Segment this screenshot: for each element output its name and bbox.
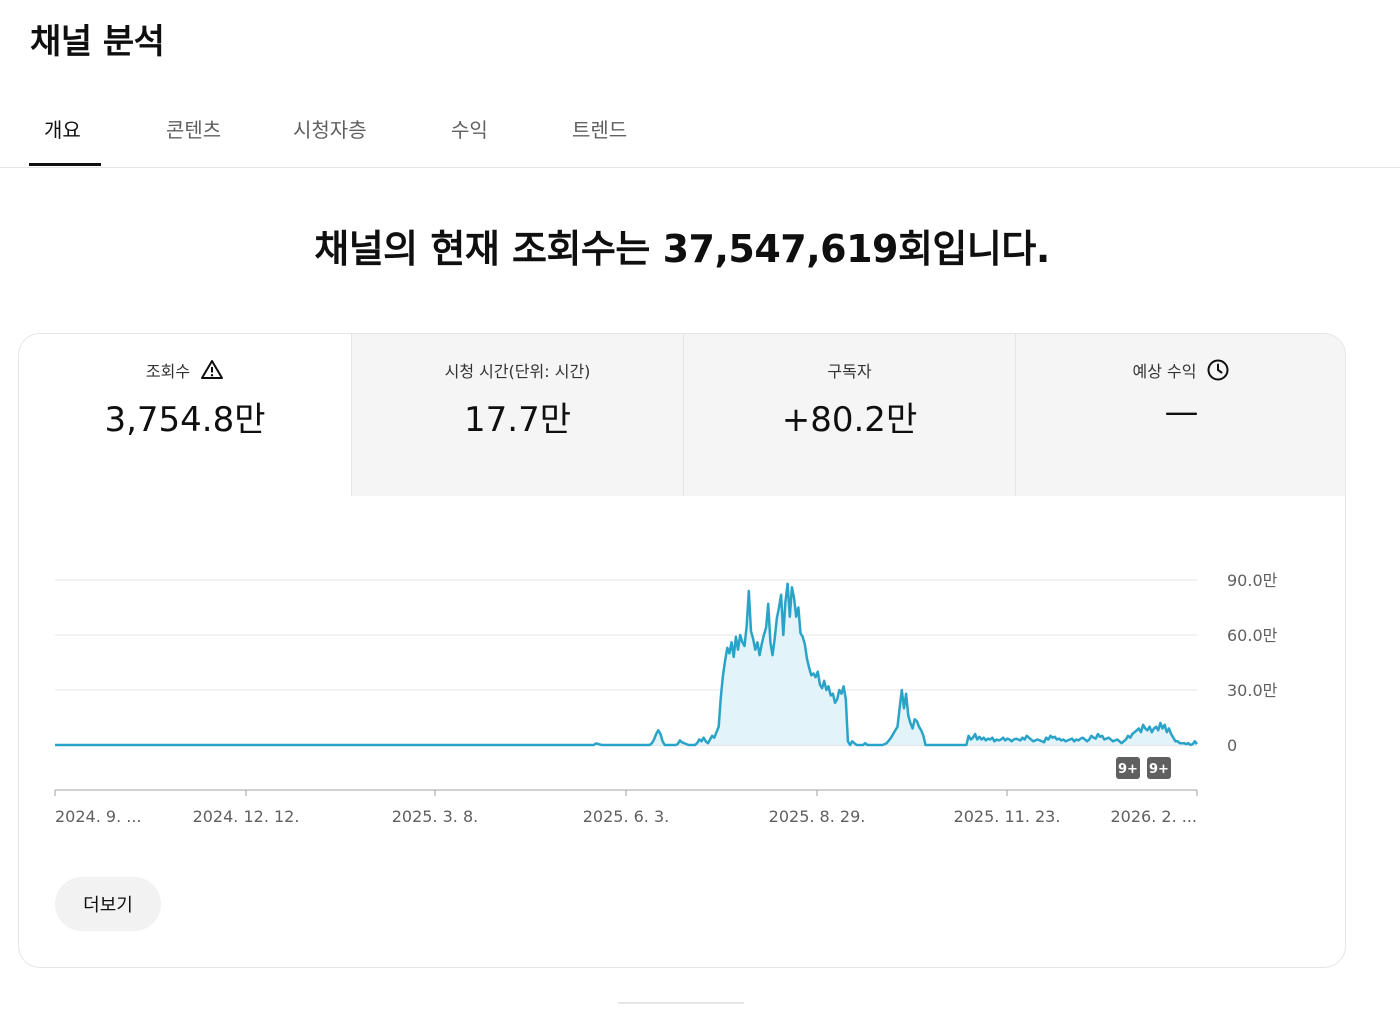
views-series-line bbox=[55, 582, 1198, 747]
y-tick-label: 60.0만 bbox=[1227, 626, 1278, 645]
views-chart-svg: 90.0만 60.0만 30.0만 0 2024. 9. ... 2024. 12. 12… bbox=[54, 571, 1278, 826]
annotation-badge bbox=[1116, 757, 1140, 779]
page-title: 채널 분석 bbox=[30, 22, 165, 62]
metric-tab-watch-time[interactable]: 시청 시간(단위: 시간) 17.7만 bbox=[351, 334, 683, 496]
x-tick-label: 2024. 9. ... bbox=[55, 807, 142, 826]
annotation-badge-label: 9+ bbox=[1149, 762, 1169, 777]
metric-value-subscribers: +80.2만 bbox=[781, 400, 918, 440]
y-tick-label: 30.0만 bbox=[1227, 681, 1278, 700]
tab-audience[interactable]: 시청자층 bbox=[293, 118, 367, 142]
tab-overview[interactable]: 개요 bbox=[44, 118, 81, 142]
annotation-badge-label: 9+ bbox=[1118, 762, 1138, 777]
x-tick-label: 2026. 2. ... bbox=[1111, 807, 1198, 826]
metric-tab-views[interactable]: 조회수 3,754.8만 bbox=[19, 334, 351, 496]
views-chart[interactable]: 90.0만 60.0만 30.0만 0 2024. 9. ... 2024. 12. 12… bbox=[19, 496, 1345, 876]
x-tick-label: 2025. 3. 8. bbox=[392, 807, 479, 826]
metric-label-subscribers: 구독자 bbox=[827, 362, 872, 381]
bottom-divider bbox=[618, 1002, 744, 1004]
metric-label-revenue: 예상 수익 bbox=[1132, 362, 1197, 381]
annotation-badge bbox=[1147, 757, 1171, 779]
warning-icon[interactable] bbox=[200, 358, 224, 382]
y-tick-label: 0 bbox=[1227, 736, 1237, 755]
active-tab-indicator bbox=[29, 163, 101, 166]
metric-label-watch-time: 시청 시간(단위: 시간) bbox=[444, 362, 591, 381]
metric-tab-estimated-revenue[interactable]: 예상 수익 — bbox=[1015, 334, 1345, 496]
metric-value-views: 3,754.8만 bbox=[104, 400, 266, 440]
metric-tab-subscribers[interactable]: 구독자 +80.2만 bbox=[683, 334, 1015, 496]
channel-views-headline: 채널의 현재 조회수는 37,547,619회입니다. bbox=[314, 227, 1050, 271]
clock-icon[interactable] bbox=[1206, 358, 1230, 382]
x-tick-label: 2025. 8. 29. bbox=[769, 807, 866, 826]
y-tick-label: 90.0만 bbox=[1227, 571, 1278, 590]
tab-trends[interactable]: 트렌드 bbox=[572, 118, 628, 142]
metric-label-views: 조회수 bbox=[145, 362, 191, 381]
x-tick-label: 2024. 12. 12. bbox=[193, 807, 300, 826]
see-more-button[interactable]: 더보기 bbox=[55, 877, 161, 931]
tab-revenue[interactable]: 수익 bbox=[451, 118, 488, 142]
x-tick-label: 2025. 11. 23. bbox=[954, 807, 1061, 826]
tab-content[interactable]: 콘텐츠 bbox=[166, 118, 222, 142]
metric-value-revenue: — bbox=[1164, 392, 1199, 432]
metric-value-watch-time: 17.7만 bbox=[464, 400, 571, 440]
tab-bar: 개요 콘텐츠 시청자층 수익 트렌드 bbox=[0, 100, 1400, 168]
overview-card: 조회수 3,754.8만 시청 시간(단위: 시간) 17.7만 구독자 +80… bbox=[18, 333, 1346, 968]
x-tick-label: 2025. 6. 3. bbox=[583, 807, 670, 826]
views-area-fill bbox=[55, 583, 1197, 745]
